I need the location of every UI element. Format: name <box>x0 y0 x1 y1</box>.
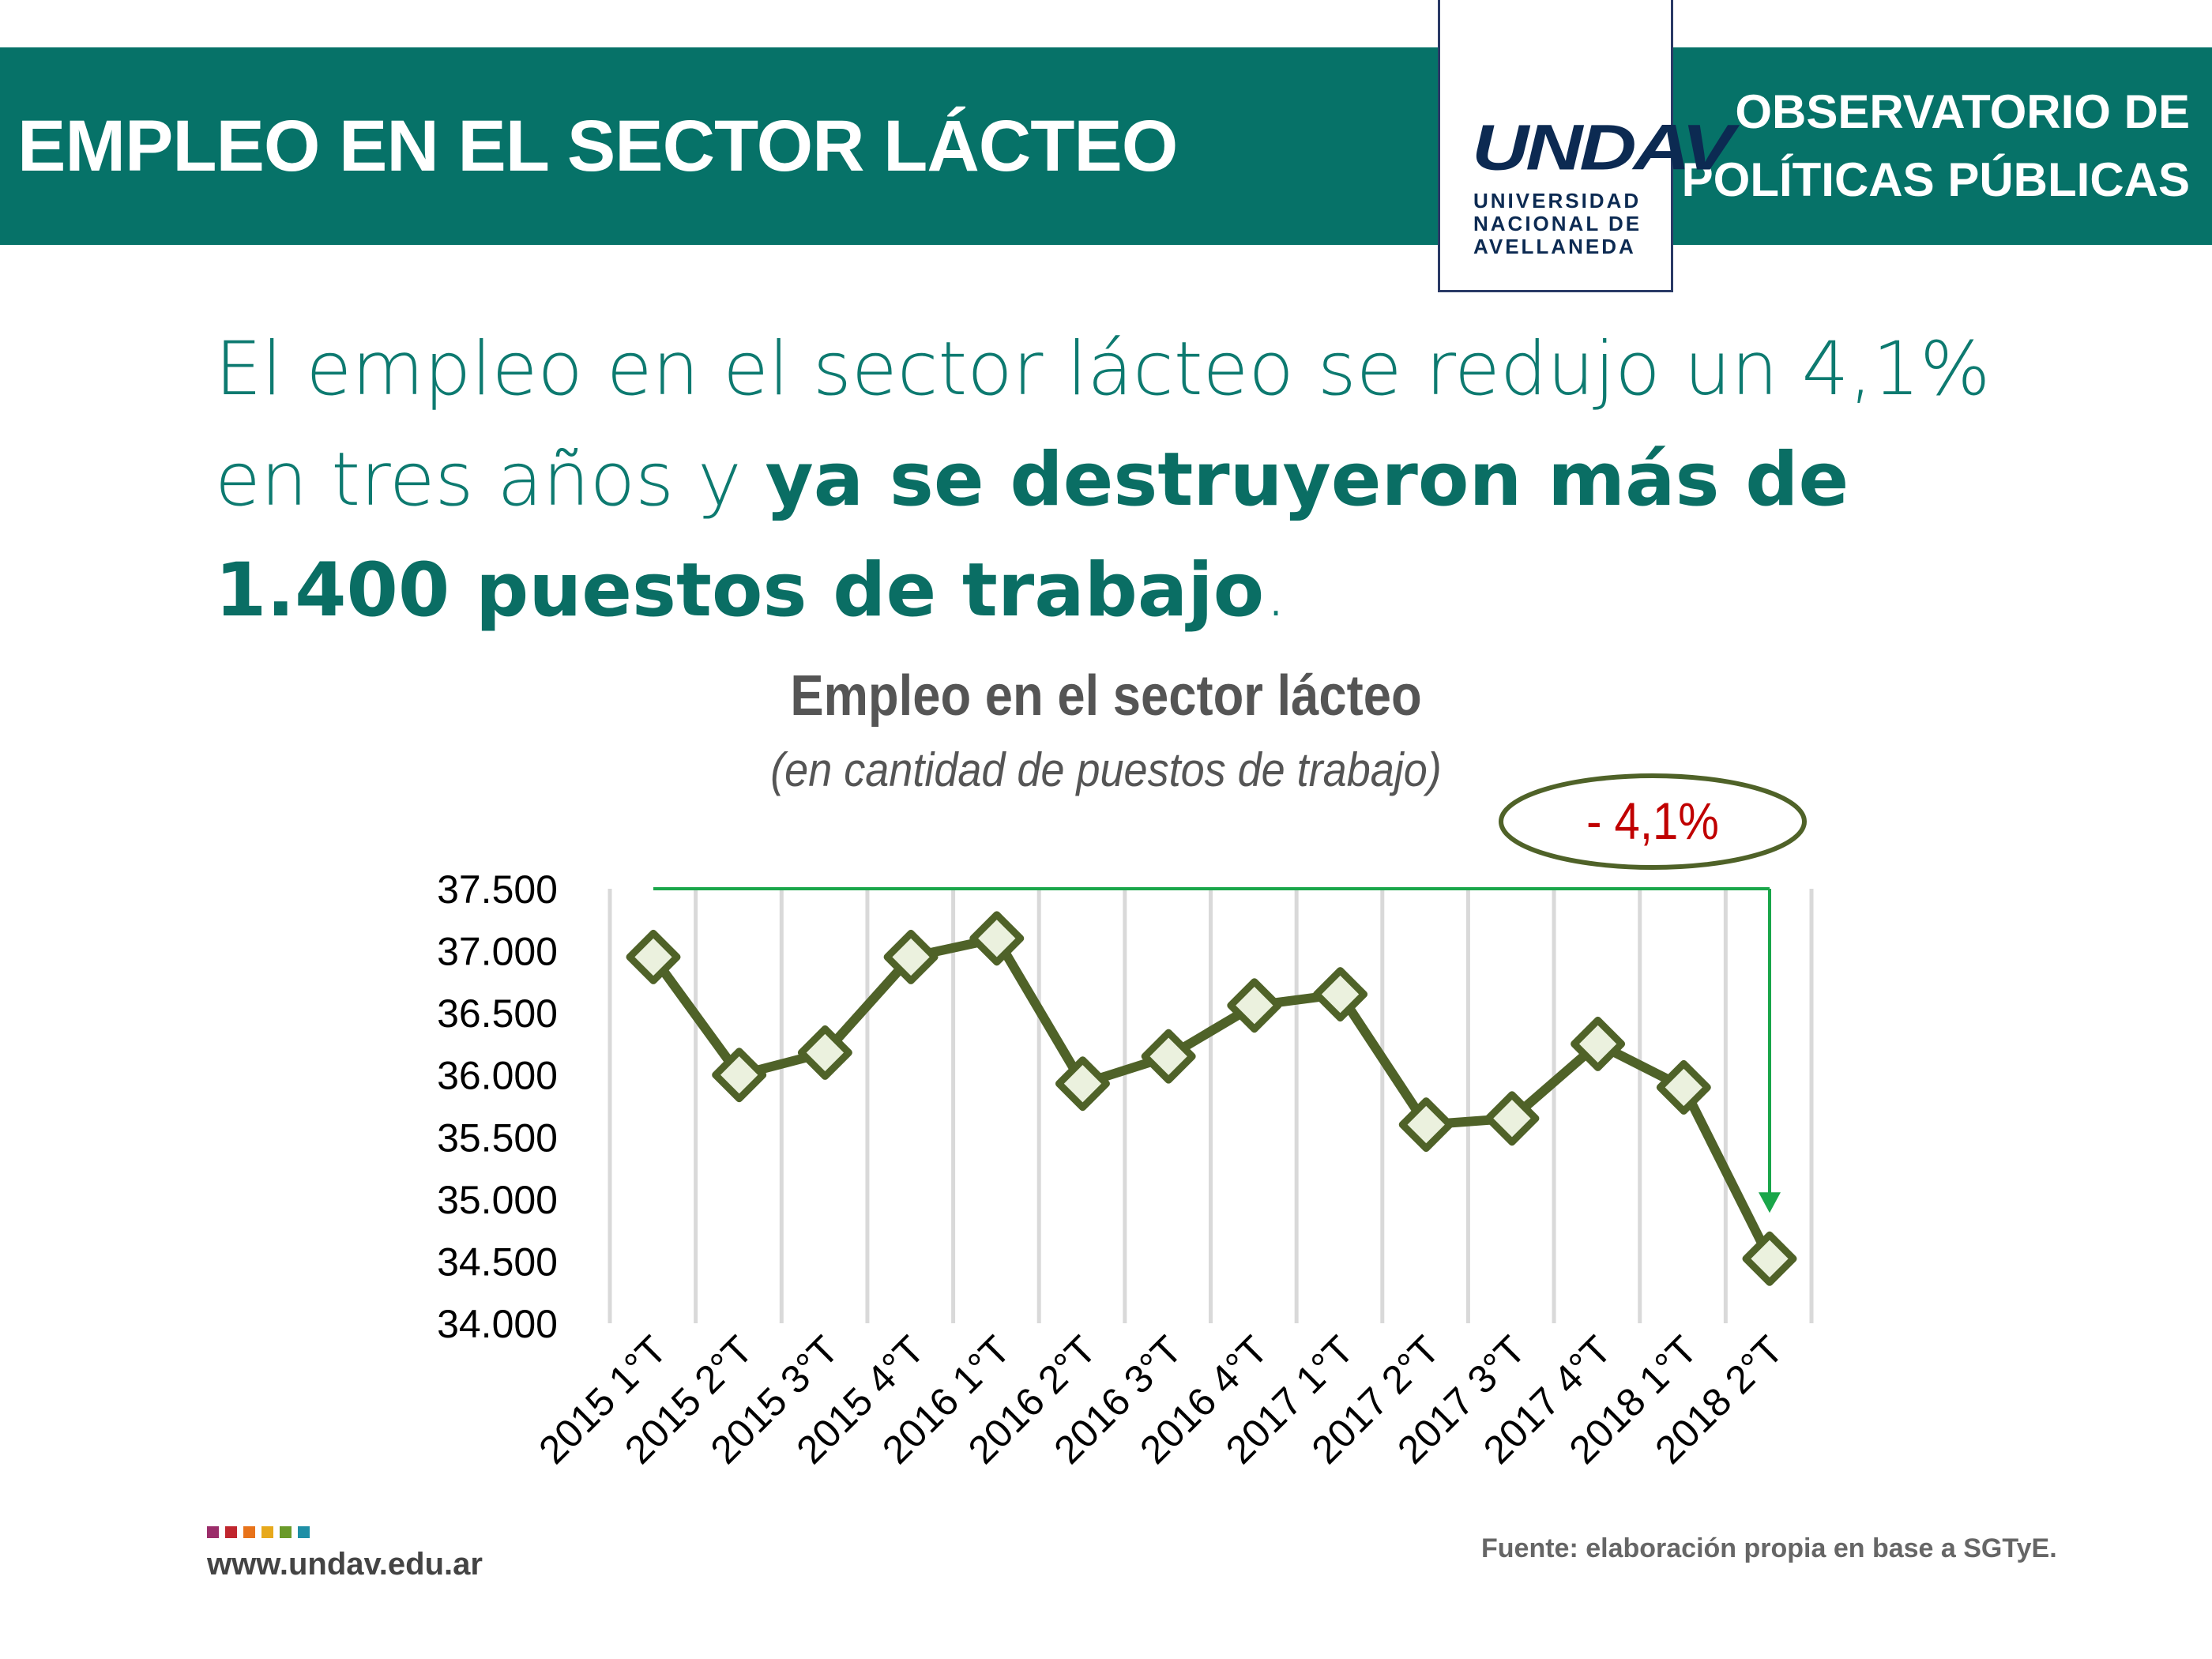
y-tick-label: 35.000 <box>437 1178 558 1222</box>
y-tick-label: 34.000 <box>437 1302 558 1346</box>
page-title: EMPLEO EN EL SECTOR LÁCTEO <box>17 105 1178 186</box>
annotation-label: - 4,1% <box>1586 793 1719 851</box>
brand-dot <box>261 1526 273 1538</box>
data-point <box>883 929 939 984</box>
data-point <box>1398 1097 1454 1153</box>
observatory-name: OBSERVATORIO DE POLÍTICAS PÚBLICAS <box>1682 47 2190 245</box>
y-tick-label: 35.500 <box>437 1115 558 1160</box>
data-point <box>712 1048 767 1103</box>
logo-text-line-1: UNIVERSIDAD <box>1473 189 1642 213</box>
data-point <box>1742 1231 1797 1286</box>
data-point <box>1227 978 1282 1033</box>
headline-text-1: El empleo en el sector lácteo se redujo … <box>215 326 1991 523</box>
y-tick-label: 36.500 <box>437 991 558 1036</box>
change-arrow <box>653 887 1781 1213</box>
brand-dot <box>280 1526 292 1538</box>
data-point <box>1656 1059 1711 1115</box>
undav-logo: UNDAV UNIVERSIDAD NACIONAL DE AVELLANEDA <box>1438 0 1734 292</box>
brand-dot <box>225 1526 237 1538</box>
headline-bold: ya se destruyeron más de 1.400 puestos d… <box>215 437 1849 634</box>
logo-mark: UNDAV <box>1472 111 1734 184</box>
website-url: www.undav.edu.ar <box>207 1547 483 1582</box>
annotation-ellipse <box>1499 773 1807 870</box>
data-point <box>1313 967 1368 1022</box>
data-point <box>626 929 681 984</box>
y-tick-label: 36.000 <box>437 1054 558 1098</box>
series-markers <box>626 911 1797 1286</box>
data-point <box>797 1025 852 1080</box>
headline-text-2: . <box>1264 547 1288 634</box>
y-tick-label: 34.500 <box>437 1240 558 1284</box>
logo-text-line-3: AVELLANEDA <box>1473 235 1636 258</box>
brand-dot <box>207 1526 219 1538</box>
y-tick-label: 37.000 <box>437 930 558 974</box>
logo-text: UNIVERSIDAD NACIONAL DE AVELLANEDA <box>1473 190 1642 258</box>
change-annotation: - 4,1% <box>1499 773 1807 870</box>
chart-gridlines <box>608 889 1814 1323</box>
brand-dot <box>243 1526 255 1538</box>
logo-text-line-2: NACIONAL DE <box>1473 212 1642 235</box>
chart-subtitle: (en cantidad de puestos de trabajo) <box>770 743 1442 796</box>
data-point <box>1141 1029 1196 1084</box>
header-bar <box>0 47 2212 245</box>
y-axis-labels: 34.000 34.500 35.000 35.500 36.000 36.500 37.0… <box>437 867 558 1346</box>
data-point <box>1055 1056 1110 1112</box>
brand-color-dots <box>207 1526 310 1538</box>
chart-title: Empleo en el sector lácteo <box>790 664 1422 728</box>
headline: El empleo en el sector lácteo se redujo … <box>215 314 2032 646</box>
arrow-head <box>1759 1192 1781 1213</box>
observatory-line-1: OBSERVATORIO DE <box>1735 85 2190 138</box>
observatory-line-2: POLÍTICAS PÚBLICAS <box>1681 153 2190 206</box>
brand-dot <box>298 1526 310 1538</box>
data-point <box>1484 1091 1540 1146</box>
y-tick-label: 37.500 <box>437 867 558 912</box>
data-point <box>969 911 1025 966</box>
data-point <box>1571 1016 1626 1071</box>
source-note: Fuente: elaboración propia en base a SGT… <box>1481 1533 2057 1563</box>
